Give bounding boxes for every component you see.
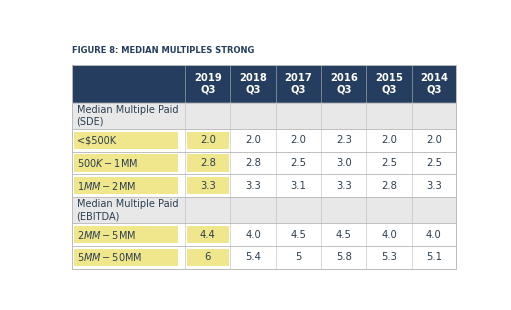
Text: Median Multiple Paid
(SDE): Median Multiple Paid (SDE) xyxy=(77,105,178,127)
Bar xyxy=(72,65,456,269)
Text: 2014
Q3: 2014 Q3 xyxy=(420,73,448,95)
Text: 2.8: 2.8 xyxy=(200,158,216,168)
Text: 3.3: 3.3 xyxy=(245,181,261,191)
Text: 2.5: 2.5 xyxy=(381,158,397,168)
Text: 4.5: 4.5 xyxy=(336,230,352,240)
Text: 4.0: 4.0 xyxy=(381,230,397,240)
Bar xyxy=(72,246,456,269)
Bar xyxy=(72,175,456,197)
Text: $500K - $1MM: $500K - $1MM xyxy=(77,157,137,169)
Text: 2019
Q3: 2019 Q3 xyxy=(194,73,222,95)
Bar xyxy=(72,103,456,129)
Text: 2017
Q3: 2017 Q3 xyxy=(285,73,312,95)
Text: $1MM - $2MM: $1MM - $2MM xyxy=(77,180,135,192)
Bar xyxy=(72,224,456,246)
Text: 5.1: 5.1 xyxy=(426,252,442,262)
Bar xyxy=(72,65,456,103)
Text: 4.4: 4.4 xyxy=(200,230,216,240)
Text: 3.0: 3.0 xyxy=(336,158,352,168)
Text: 4.0: 4.0 xyxy=(245,230,261,240)
Text: 5: 5 xyxy=(295,252,301,262)
Text: 2.0: 2.0 xyxy=(200,135,216,145)
Text: 5.4: 5.4 xyxy=(245,252,261,262)
Text: 5.8: 5.8 xyxy=(336,252,352,262)
Text: 2.0: 2.0 xyxy=(290,135,307,145)
Bar xyxy=(187,154,229,172)
Text: 2.5: 2.5 xyxy=(426,158,442,168)
Text: 3.1: 3.1 xyxy=(290,181,307,191)
Bar xyxy=(74,177,178,194)
Text: <$500K: <$500K xyxy=(77,135,115,145)
Text: 6: 6 xyxy=(204,252,211,262)
Text: 2.0: 2.0 xyxy=(245,135,261,145)
Bar xyxy=(74,226,178,243)
Text: 5.3: 5.3 xyxy=(381,252,397,262)
Bar xyxy=(187,177,229,194)
Text: $5MM - $50MM: $5MM - $50MM xyxy=(77,251,142,264)
Bar xyxy=(72,152,456,175)
Bar xyxy=(187,132,229,149)
Text: $2MM - $5MM: $2MM - $5MM xyxy=(77,229,135,241)
Bar xyxy=(74,249,178,266)
Text: 2.3: 2.3 xyxy=(336,135,352,145)
Bar xyxy=(72,197,456,224)
Text: 2015
Q3: 2015 Q3 xyxy=(375,73,403,95)
Text: 4.5: 4.5 xyxy=(290,230,307,240)
Bar xyxy=(74,154,178,172)
Text: 4.0: 4.0 xyxy=(426,230,442,240)
Text: 2016
Q3: 2016 Q3 xyxy=(330,73,358,95)
Text: 2.0: 2.0 xyxy=(426,135,442,145)
Text: Median Multiple Paid
(EBITDA): Median Multiple Paid (EBITDA) xyxy=(77,199,178,221)
Bar xyxy=(74,132,178,149)
Text: FIGURE 8: MEDIAN MULTIPLES STRONG: FIGURE 8: MEDIAN MULTIPLES STRONG xyxy=(72,46,254,55)
Text: 3.3: 3.3 xyxy=(426,181,442,191)
Text: 3.3: 3.3 xyxy=(200,181,216,191)
Text: 2.0: 2.0 xyxy=(381,135,397,145)
Text: 2.5: 2.5 xyxy=(290,158,307,168)
Bar xyxy=(187,249,229,266)
Text: 3.3: 3.3 xyxy=(336,181,352,191)
Bar xyxy=(187,226,229,243)
Bar xyxy=(72,129,456,152)
Text: 2018
Q3: 2018 Q3 xyxy=(239,73,267,95)
Text: 2.8: 2.8 xyxy=(245,158,261,168)
Text: 2.8: 2.8 xyxy=(381,181,397,191)
